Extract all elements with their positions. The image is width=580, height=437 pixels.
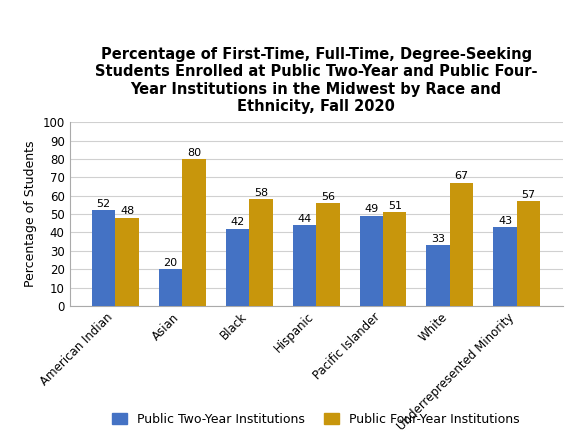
Text: 44: 44 [298,214,311,224]
Bar [182,159,206,306]
Bar [293,225,316,306]
Text: 58: 58 [254,188,268,198]
Bar [426,245,450,306]
Bar [316,203,339,306]
Text: 57: 57 [521,190,535,200]
Text: 67: 67 [455,171,469,181]
Text: 51: 51 [387,201,402,211]
Text: 52: 52 [97,199,111,209]
Y-axis label: Percentage of Students: Percentage of Students [24,141,37,288]
Text: 42: 42 [230,217,245,227]
Bar [517,201,540,306]
Text: 49: 49 [364,205,378,215]
Bar [226,229,249,306]
Text: 20: 20 [164,258,177,268]
Bar [115,218,139,306]
Bar [494,227,517,306]
Bar [450,183,473,306]
Text: 33: 33 [431,234,445,244]
Bar [249,199,273,306]
Text: 56: 56 [321,192,335,201]
Bar [92,211,115,306]
Bar [360,216,383,306]
Bar [383,212,407,306]
Title: Percentage of First-Time, Full-Time, Degree-Seeking
Students Enrolled at Public : Percentage of First-Time, Full-Time, Deg… [95,47,537,114]
Bar [159,269,182,306]
Text: 48: 48 [120,206,134,216]
Legend: Public Two-Year Institutions, Public Four-Year Institutions: Public Two-Year Institutions, Public Fou… [107,408,525,430]
Text: 80: 80 [187,148,201,158]
Text: 43: 43 [498,215,512,225]
